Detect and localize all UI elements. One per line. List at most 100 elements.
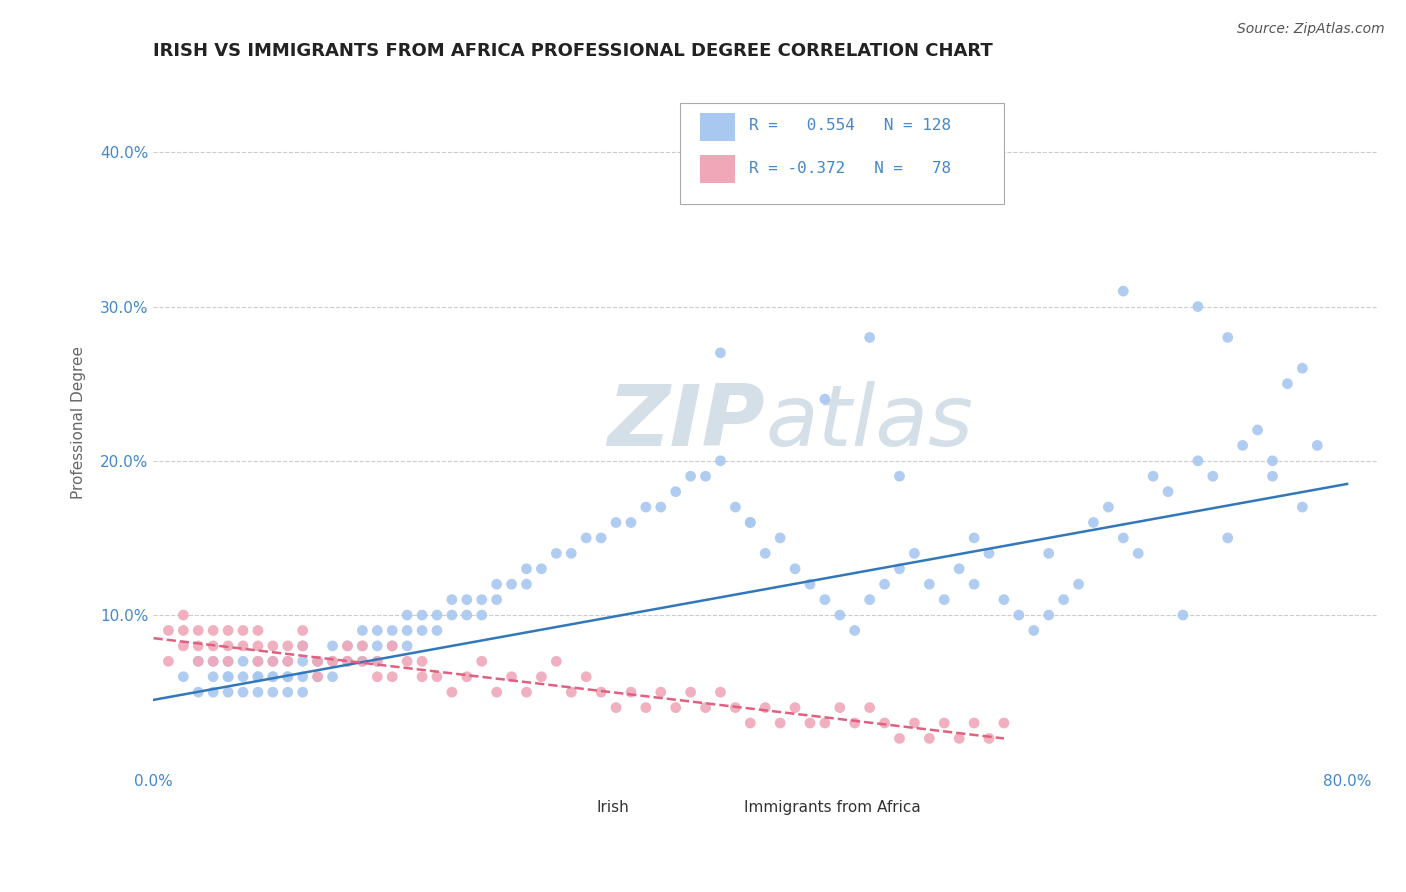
Point — [530, 670, 553, 684]
Point — [814, 592, 837, 607]
Point — [426, 608, 449, 623]
Point — [709, 685, 731, 699]
Point — [277, 670, 299, 684]
Point — [277, 639, 299, 653]
Point — [352, 624, 374, 638]
Point — [456, 608, 478, 623]
Point — [456, 670, 478, 684]
Point — [724, 700, 747, 714]
Point — [591, 685, 613, 699]
Point — [485, 592, 508, 607]
Point — [307, 670, 329, 684]
Point — [232, 654, 254, 668]
Point — [396, 654, 419, 668]
Point — [665, 484, 688, 499]
Point — [381, 639, 404, 653]
Point — [172, 608, 194, 623]
Point — [262, 685, 284, 699]
Point — [1157, 484, 1180, 499]
Point — [172, 639, 194, 653]
Point — [352, 654, 374, 668]
Point — [456, 592, 478, 607]
Point — [322, 654, 344, 668]
Point — [859, 330, 882, 344]
Point — [948, 731, 970, 746]
Point — [1277, 376, 1299, 391]
Point — [740, 516, 762, 530]
Point — [934, 592, 956, 607]
FancyBboxPatch shape — [700, 155, 734, 183]
Text: IRISH VS IMMIGRANTS FROM AFRICA PROFESSIONAL DEGREE CORRELATION CHART: IRISH VS IMMIGRANTS FROM AFRICA PROFESSI… — [153, 42, 993, 60]
Point — [501, 670, 523, 684]
Point — [530, 562, 553, 576]
Point — [1038, 608, 1060, 623]
Point — [366, 624, 388, 638]
Point — [546, 546, 568, 560]
Point — [799, 716, 821, 731]
Point — [202, 639, 225, 653]
Point — [217, 654, 239, 668]
Point — [307, 654, 329, 668]
Point — [665, 700, 688, 714]
Point — [187, 685, 209, 699]
Point — [246, 670, 269, 684]
Point — [322, 670, 344, 684]
Point — [217, 670, 239, 684]
Point — [1261, 469, 1284, 483]
Point — [634, 500, 657, 514]
Point — [396, 608, 419, 623]
Point — [889, 469, 911, 483]
Point — [202, 624, 225, 638]
Point — [246, 685, 269, 699]
Point — [709, 454, 731, 468]
Point — [352, 639, 374, 653]
Point — [1142, 469, 1164, 483]
Point — [1052, 592, 1074, 607]
Point — [934, 716, 956, 731]
Point — [963, 531, 986, 545]
Point — [202, 654, 225, 668]
Text: atlas: atlas — [765, 381, 973, 464]
Point — [291, 639, 314, 653]
FancyBboxPatch shape — [700, 113, 734, 141]
FancyBboxPatch shape — [551, 794, 585, 822]
Point — [918, 577, 941, 591]
Point — [277, 685, 299, 699]
Point — [411, 624, 433, 638]
Point — [1216, 330, 1239, 344]
Point — [769, 531, 792, 545]
Point — [889, 562, 911, 576]
Point — [844, 624, 866, 638]
Point — [202, 670, 225, 684]
Point — [157, 654, 180, 668]
Point — [262, 654, 284, 668]
Point — [605, 700, 627, 714]
Text: Source: ZipAtlas.com: Source: ZipAtlas.com — [1237, 22, 1385, 37]
Point — [1008, 608, 1031, 623]
Point — [411, 608, 433, 623]
Point — [1128, 546, 1150, 560]
Point — [366, 670, 388, 684]
Point — [1187, 454, 1209, 468]
Point — [217, 654, 239, 668]
Point — [799, 577, 821, 591]
Point — [471, 654, 494, 668]
Point — [724, 500, 747, 514]
Point — [1232, 438, 1254, 452]
Point — [440, 608, 463, 623]
Point — [1067, 577, 1090, 591]
Point — [336, 639, 359, 653]
Point — [426, 624, 449, 638]
Point — [262, 670, 284, 684]
Point — [515, 562, 537, 576]
Point — [336, 639, 359, 653]
Point — [381, 639, 404, 653]
Point — [352, 639, 374, 653]
Point — [501, 577, 523, 591]
Point — [963, 716, 986, 731]
Point — [172, 670, 194, 684]
Y-axis label: Professional Degree: Professional Degree — [72, 346, 86, 499]
Point — [396, 624, 419, 638]
Point — [1171, 608, 1194, 623]
Point — [396, 639, 419, 653]
